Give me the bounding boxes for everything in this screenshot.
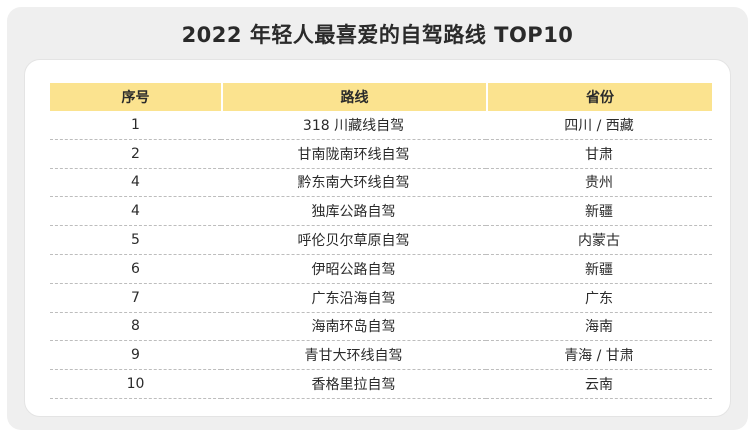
province-cell: 云南 [486,370,712,399]
route-cell: 香格里拉自驾 [221,370,486,399]
rank-cell: 8 [50,313,221,342]
route-cell: 呼伦贝尔草原自驾 [221,226,486,255]
route-cell: 广东沿海自驾 [221,284,486,313]
route-cell: 甘南陇南环线自驾 [221,140,486,169]
rank-cell: 1 [50,111,221,140]
rank-cell: 6 [50,255,221,284]
table-row: 5 呼伦贝尔草原自驾 内蒙古 [50,226,712,255]
route-cell: 318 川藏线自驾 [221,111,486,140]
rank-cell: 5 [50,226,221,255]
table-body: 1 318 川藏线自驾 四川 / 西藏 2 甘南陇南环线自驾 甘肃 4 黔东南大环线自驾 贵州 4… [50,111,712,399]
province-cell: 新疆 [486,197,712,227]
route-cell: 黔东南大环线自驾 [221,169,486,198]
rank-cell: 7 [50,284,221,313]
table-row: 7 广东沿海自驾 广东 [50,284,712,313]
chart-title: 2022 年轻人最喜爱的自驾路线 TOP10 [181,23,574,47]
province-cell: 青海 / 甘肃 [486,341,712,371]
table-row: 9 青甘大环线自驾 青海 / 甘肃 [50,341,712,371]
rank-cell: 2 [50,140,221,169]
province-cell: 内蒙古 [486,226,712,255]
route-cell: 青甘大环线自驾 [221,341,486,371]
table-row: 8 海南环岛自驾 海南 [50,313,712,342]
rank-cell: 10 [50,370,221,399]
route-cell: 伊昭公路自驾 [221,255,486,284]
table-row: 6 伊昭公路自驾 新疆 [50,255,712,284]
table-row: 2 甘南陇南环线自驾 甘肃 [50,140,712,169]
route-cell: 独库公路自驾 [221,197,486,227]
column-header-rank: 序号 [50,83,221,111]
province-cell: 新疆 [486,255,712,284]
table-row: 4 独库公路自驾 新疆 [50,197,712,227]
table-row: 4 黔东南大环线自驾 贵州 [50,169,712,198]
ranking-table: 序号 路线 省份 1 318 川藏线自驾 四川 / 西藏 2 甘南陇南环线自驾 甘肃 4 黔东… [50,83,712,399]
province-cell: 贵州 [486,169,712,198]
column-header-province: 省份 [486,83,712,111]
province-cell: 四川 / 西藏 [486,111,712,140]
table-row: 10 香格里拉自驾 云南 [50,370,712,399]
table-card [24,59,731,417]
province-cell: 海南 [486,313,712,342]
province-cell: 广东 [486,284,712,313]
route-cell: 海南环岛自驾 [221,313,486,342]
rank-cell: 9 [50,341,221,371]
rank-cell: 4 [50,169,221,198]
column-header-route: 路线 [221,83,486,111]
table-header-row: 序号 路线 省份 [50,83,712,111]
rank-cell: 4 [50,197,221,227]
province-cell: 甘肃 [486,140,712,169]
table-row: 1 318 川藏线自驾 四川 / 西藏 [50,111,712,140]
